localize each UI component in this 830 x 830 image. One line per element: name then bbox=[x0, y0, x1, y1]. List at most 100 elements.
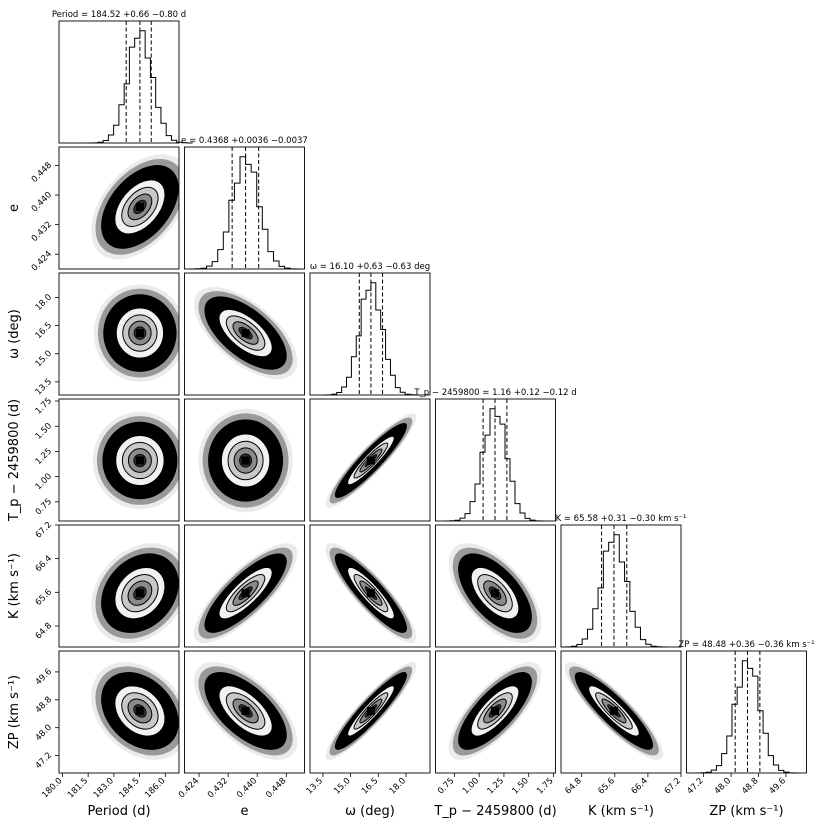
x-tick-label: 18.0 bbox=[388, 776, 408, 796]
histogram-period bbox=[86, 21, 193, 144]
x-tick-label: 0.440 bbox=[235, 776, 259, 800]
y-tick-label: 0.448 bbox=[30, 161, 54, 185]
x-tick-label: 180.0 bbox=[40, 776, 64, 800]
histogram-title-tp: T_p − 2459800 = 1.16 +0.12 −0.12 d bbox=[413, 388, 576, 398]
histogram-e bbox=[189, 147, 302, 270]
density-peak bbox=[135, 329, 144, 338]
x-axis-zp: 47.2 48.0 48.8 49.6 ZP (km s⁻¹) bbox=[685, 773, 788, 819]
y-axis-label-e: e bbox=[7, 204, 22, 212]
density-peak bbox=[241, 329, 250, 338]
panel-e-vs-period bbox=[91, 154, 179, 260]
y-axis-label-tp: T_p − 2459800 (d) bbox=[7, 399, 22, 522]
x-tick-label: 1.00 bbox=[461, 776, 481, 796]
density-peak bbox=[241, 589, 250, 598]
y-tick-label: 15.0 bbox=[34, 349, 54, 369]
x-tick-label: 47.2 bbox=[685, 776, 705, 796]
x-tick-label: 0.75 bbox=[436, 776, 456, 796]
panel-frame bbox=[184, 524, 305, 648]
x-tick-label: 49.6 bbox=[768, 776, 788, 796]
panel-omega-vs-e bbox=[193, 286, 298, 380]
x-tick-label: 183.0 bbox=[92, 776, 116, 800]
panel-tp-vs-e bbox=[198, 408, 293, 513]
panel-zp-vs-k bbox=[564, 662, 664, 760]
histogram-frame bbox=[309, 272, 431, 396]
panel-tp-vs-period bbox=[92, 411, 179, 510]
y-axis-label-omega: ω (deg) bbox=[7, 309, 22, 359]
x-axis-label-zp: ZP (km s⁻¹) bbox=[709, 804, 783, 819]
x-axis-label-tp: T_p − 2459800 (d) bbox=[433, 804, 556, 819]
panel-frame bbox=[184, 398, 305, 522]
histogram-title-period: Period = 184.52 +0.66 −0.80 d bbox=[52, 10, 186, 20]
x-tick-label: 48.8 bbox=[740, 776, 760, 796]
y-tick-label: 1.25 bbox=[34, 446, 54, 466]
y-axis-k: 64.8 65.6 66.4 67.2 K (km s⁻¹) bbox=[7, 520, 59, 641]
panel-zp-vs-period bbox=[91, 662, 179, 760]
y-tick-label: 65.6 bbox=[34, 587, 54, 607]
x-axis-period: 180.0 181.5 183.0 184.5 186.0 Period (d) bbox=[40, 773, 167, 819]
x-tick-label: 184.5 bbox=[117, 776, 141, 800]
panel-frame bbox=[58, 398, 180, 522]
histogram-zp bbox=[695, 651, 800, 774]
x-tick-label: 13.5 bbox=[305, 776, 325, 796]
panel-frame bbox=[560, 650, 682, 774]
y-tick-label: 18.0 bbox=[34, 292, 54, 312]
x-tick-label: 16.5 bbox=[360, 776, 380, 796]
panel-k-vs-e bbox=[193, 543, 298, 644]
x-axis-label-k: K (km s⁻¹) bbox=[588, 804, 654, 819]
panel-frame bbox=[435, 524, 556, 648]
panel-k-vs-tp bbox=[448, 543, 542, 644]
panel-frame bbox=[309, 524, 431, 648]
x-tick-label: 15.0 bbox=[332, 776, 352, 796]
panel-frame bbox=[58, 272, 180, 396]
x-axis-omega: 13.5 15.0 16.5 18.0 ω (deg) bbox=[305, 773, 408, 819]
y-axis-label-k: K (km s⁻¹) bbox=[7, 553, 22, 619]
histogram-tp bbox=[444, 399, 546, 522]
panel-zp-vs-tp bbox=[448, 662, 542, 760]
density-peak bbox=[135, 202, 144, 211]
x-tick-label: 0.432 bbox=[206, 776, 230, 800]
x-tick-label: 48.0 bbox=[713, 776, 733, 796]
x-tick-label: 65.6 bbox=[596, 776, 616, 796]
density-peak bbox=[135, 589, 144, 598]
density-peak bbox=[135, 706, 144, 715]
y-tick-label: 0.75 bbox=[34, 497, 54, 517]
panel-k-vs-period bbox=[91, 543, 179, 644]
density-peak bbox=[491, 589, 500, 598]
y-tick-label: 64.8 bbox=[34, 621, 54, 641]
x-axis-k: 64.8 65.6 66.4 67.2 K (km s⁻¹) bbox=[563, 773, 683, 819]
x-axis-label-e: e bbox=[241, 804, 249, 819]
panel-zp-vs-omega bbox=[325, 662, 417, 760]
panel-frame bbox=[184, 272, 305, 396]
panel-frame bbox=[58, 524, 180, 648]
x-axis-label-omega: ω (deg) bbox=[345, 804, 395, 819]
histogram-title-zp: ZP = 48.48 +0.36 −0.36 km s⁻¹ bbox=[678, 640, 814, 650]
y-tick-label: 0.440 bbox=[30, 190, 54, 214]
x-tick-label: 1.25 bbox=[486, 776, 506, 796]
panel-frame bbox=[309, 650, 431, 774]
y-tick-label: 67.2 bbox=[34, 520, 54, 540]
x-tick-label: 66.4 bbox=[630, 776, 650, 796]
x-tick-label: 0.448 bbox=[264, 776, 288, 800]
density-peak bbox=[366, 589, 375, 598]
y-axis-e: 0.424 0.432 0.440 0.448 e bbox=[7, 161, 59, 274]
density-peak bbox=[609, 706, 618, 715]
y-tick-label: 1.00 bbox=[34, 472, 54, 492]
density-peak bbox=[366, 706, 375, 715]
histogram-frame bbox=[686, 650, 807, 774]
x-axis-tp: 0.75 1.00 1.25 1.50 1.75 T_p − 2459800 (d) bbox=[433, 773, 557, 819]
y-tick-label: 48.8 bbox=[34, 695, 54, 715]
density-peak bbox=[241, 706, 250, 715]
density-peak bbox=[241, 456, 250, 465]
x-tick-label: 1.50 bbox=[510, 776, 530, 796]
panel-frame bbox=[184, 650, 305, 774]
panel-frame bbox=[58, 146, 180, 270]
y-tick-label: 13.5 bbox=[34, 377, 54, 397]
panel-k-vs-omega bbox=[325, 543, 417, 644]
histogram-title-e: e = 0.4368 +0.0036 −0.0037 bbox=[181, 136, 308, 146]
panel-zp-vs-e bbox=[193, 662, 298, 760]
panel-frame bbox=[58, 650, 180, 774]
x-tick-label: 0.424 bbox=[177, 776, 201, 800]
y-tick-label: 48.0 bbox=[34, 723, 54, 743]
histogram-frame bbox=[560, 524, 682, 648]
